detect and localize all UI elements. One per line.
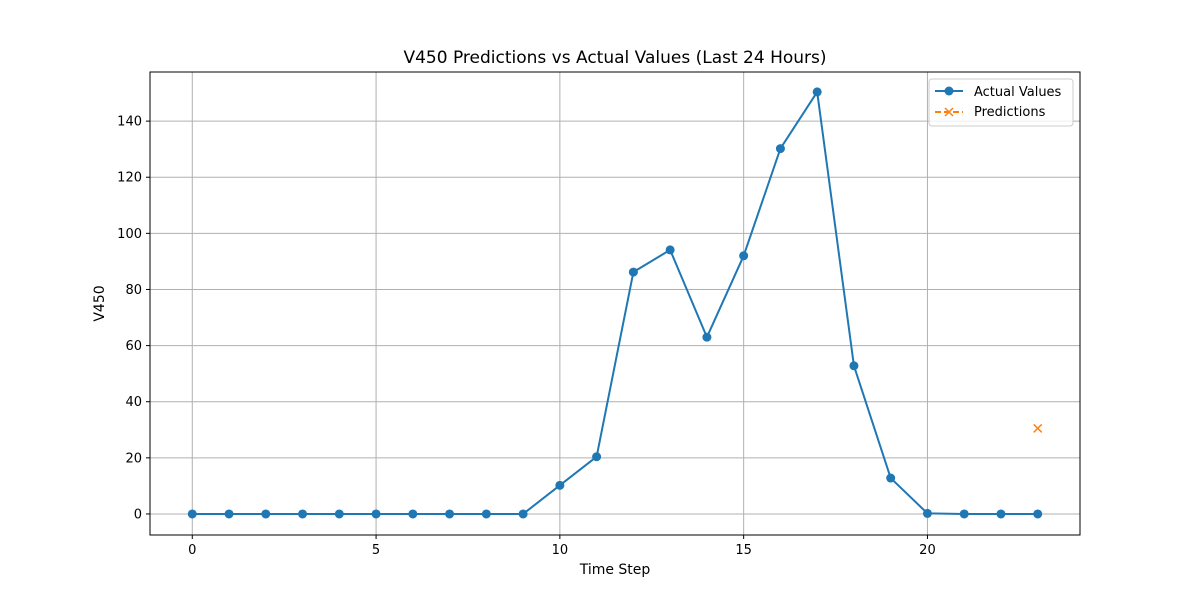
data-point [923,509,932,518]
data-point [813,87,822,96]
x-tick-label: 0 [188,543,196,558]
y-tick-label: 80 [125,283,142,298]
data-point [519,509,528,518]
y-tick-label: 20 [125,451,142,466]
data-point [372,509,381,518]
data-point [629,268,638,277]
x-tick-label: 5 [372,543,380,558]
y-tick-label: 40 [125,395,142,410]
y-tick-label: 140 [117,115,142,130]
data-point [666,245,675,254]
data-point [408,509,417,518]
data-point [445,509,454,518]
x-tick-label: 10 [552,543,569,558]
y-axis-label: V450 [92,285,108,321]
x-tick-label: 20 [919,543,936,558]
data-point [555,481,564,490]
legend-marker-actual [945,87,954,96]
data-point [960,509,969,518]
data-point [739,251,748,260]
y-tick-label: 0 [134,507,142,522]
legend: Actual Values Predictions [929,79,1073,126]
data-point [1033,509,1042,518]
data-point [188,509,197,518]
data-point [849,361,858,370]
data-point [335,509,344,518]
data-point [225,509,234,518]
data-point [886,474,895,483]
data-point [482,509,491,518]
chart-title: V450 Predictions vs Actual Values (Last … [403,48,826,68]
y-tick-label: 60 [125,339,142,354]
legend-label-actual: Actual Values [974,85,1062,100]
data-point [592,452,601,461]
data-point [702,333,711,342]
y-tick-label: 120 [117,171,142,186]
x-axis-label: Time Step [579,562,651,578]
data-point [261,509,270,518]
data-point [298,509,307,518]
data-point [996,509,1005,518]
x-tick-label: 15 [735,543,752,558]
legend-label-predictions: Predictions [974,105,1046,120]
data-point [776,144,785,153]
y-tick-label: 100 [117,227,142,242]
